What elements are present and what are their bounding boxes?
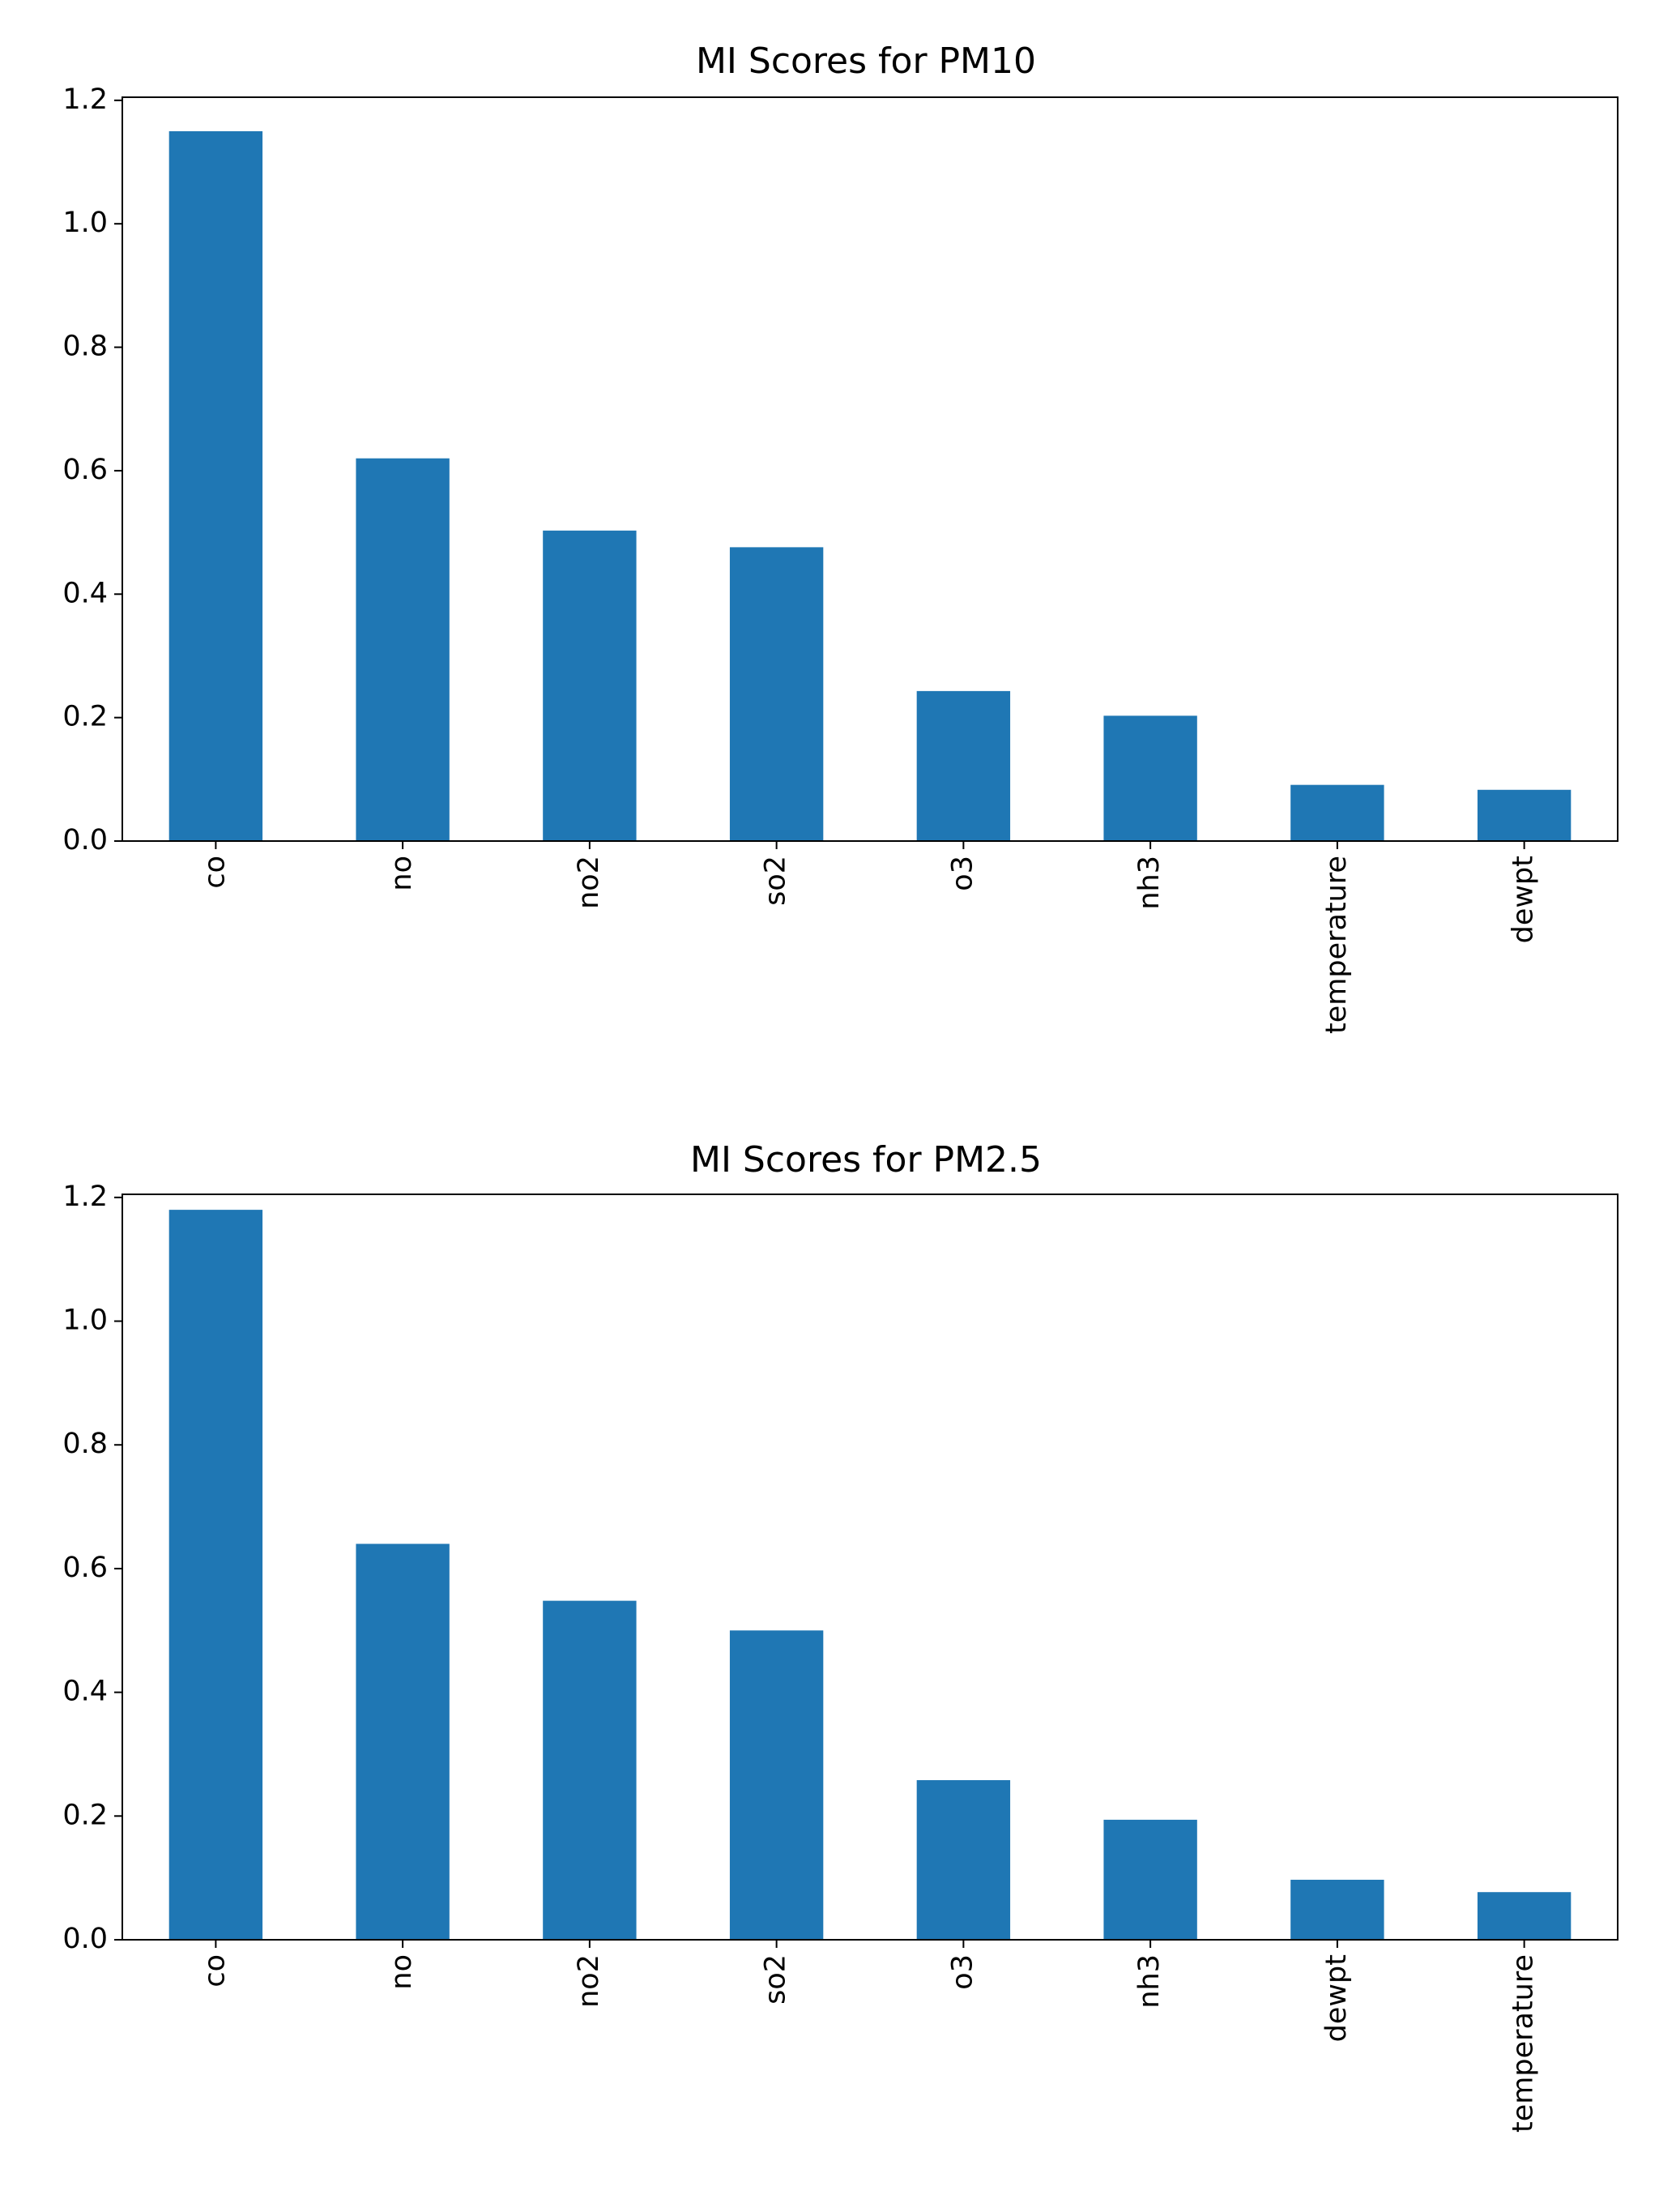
- bar-o3: [916, 1780, 1011, 1940]
- y-tick-label: 0.4: [62, 1676, 108, 1708]
- bar-dewpt: [1477, 789, 1572, 841]
- x-tick-label: no: [386, 1954, 418, 1990]
- chart-pm10: MI Scores for PM10 0.0 0.2 0.4 0.6 0.8 1.0 1.2…: [62, 41, 1618, 1034]
- y-tick-label: 0.6: [62, 1552, 108, 1584]
- bar-so2: [729, 1630, 824, 1940]
- x-axis: co no no2 so2 o3 nh3 temperature dewpt: [198, 841, 1540, 1034]
- chart-pm25: MI Scores for PM2.5 0.0 0.2 0.4 0.6 0.8 1.0 1.…: [62, 1139, 1618, 2133]
- bar-dewpt: [1290, 1879, 1384, 1940]
- x-tick-label: co: [198, 856, 231, 889]
- y-tick-label: 0.6: [62, 454, 108, 486]
- x-tick-label: dewpt: [1320, 1954, 1353, 2042]
- bar-co: [168, 130, 263, 841]
- y-tick-label: 0.8: [62, 331, 108, 363]
- x-tick-label: nh3: [1133, 1954, 1166, 2009]
- bar-no2: [543, 1600, 637, 1940]
- chart-title: MI Scores for PM10: [696, 41, 1036, 82]
- x-tick-label: no2: [573, 856, 605, 909]
- bar-so2: [729, 547, 824, 841]
- x-tick-label: co: [198, 1954, 231, 1988]
- y-tick-label: 1.0: [62, 207, 108, 239]
- bar-co: [168, 1210, 263, 1940]
- bar-no: [356, 458, 450, 841]
- x-tick-label: o3: [946, 856, 979, 891]
- bar-group: [168, 1210, 1572, 1940]
- bar-no: [356, 1544, 450, 1940]
- x-tick-label: so2: [760, 856, 792, 906]
- plot-frame: [122, 96, 1618, 842]
- y-tick-label: 0.8: [62, 1428, 108, 1460]
- chart-title: MI Scores for PM2.5: [690, 1139, 1042, 1181]
- plot-frame: [122, 1194, 1618, 1941]
- bar-nh3: [1103, 1819, 1197, 1940]
- y-axis: 0.0 0.2 0.4 0.6 0.8 1.0 1.2: [62, 83, 122, 856]
- x-tick-label: dewpt: [1508, 856, 1540, 943]
- y-tick-label: 0.2: [62, 1799, 108, 1831]
- y-tick-label: 0.4: [62, 577, 108, 609]
- y-tick-label: 1.0: [62, 1305, 108, 1337]
- y-axis: 0.0 0.2 0.4 0.6 0.8 1.0 1.2: [62, 1181, 122, 1955]
- y-tick-label: 1.2: [62, 83, 108, 116]
- x-tick-label: no2: [573, 1954, 605, 2008]
- x-tick-label: temperature: [1320, 856, 1353, 1034]
- bar-temperature: [1477, 1892, 1572, 1940]
- y-tick-label: 0.0: [62, 1923, 108, 1955]
- bar-nh3: [1103, 715, 1197, 841]
- x-tick-label: no: [386, 856, 418, 891]
- bar-o3: [916, 690, 1011, 841]
- x-tick-label: nh3: [1133, 856, 1166, 910]
- bar-no2: [543, 530, 637, 841]
- y-tick-label: 1.2: [62, 1181, 108, 1213]
- y-tick-label: 0.0: [62, 824, 108, 856]
- x-tick-label: o3: [946, 1954, 979, 1990]
- y-tick-label: 0.2: [62, 701, 108, 733]
- bar-temperature: [1290, 784, 1384, 841]
- bar-group: [168, 130, 1572, 841]
- x-axis: co no no2 so2 o3 nh3 dewpt temperature: [198, 1940, 1540, 2133]
- x-tick-label: temperature: [1508, 1954, 1540, 2133]
- x-tick-label: so2: [760, 1954, 792, 2005]
